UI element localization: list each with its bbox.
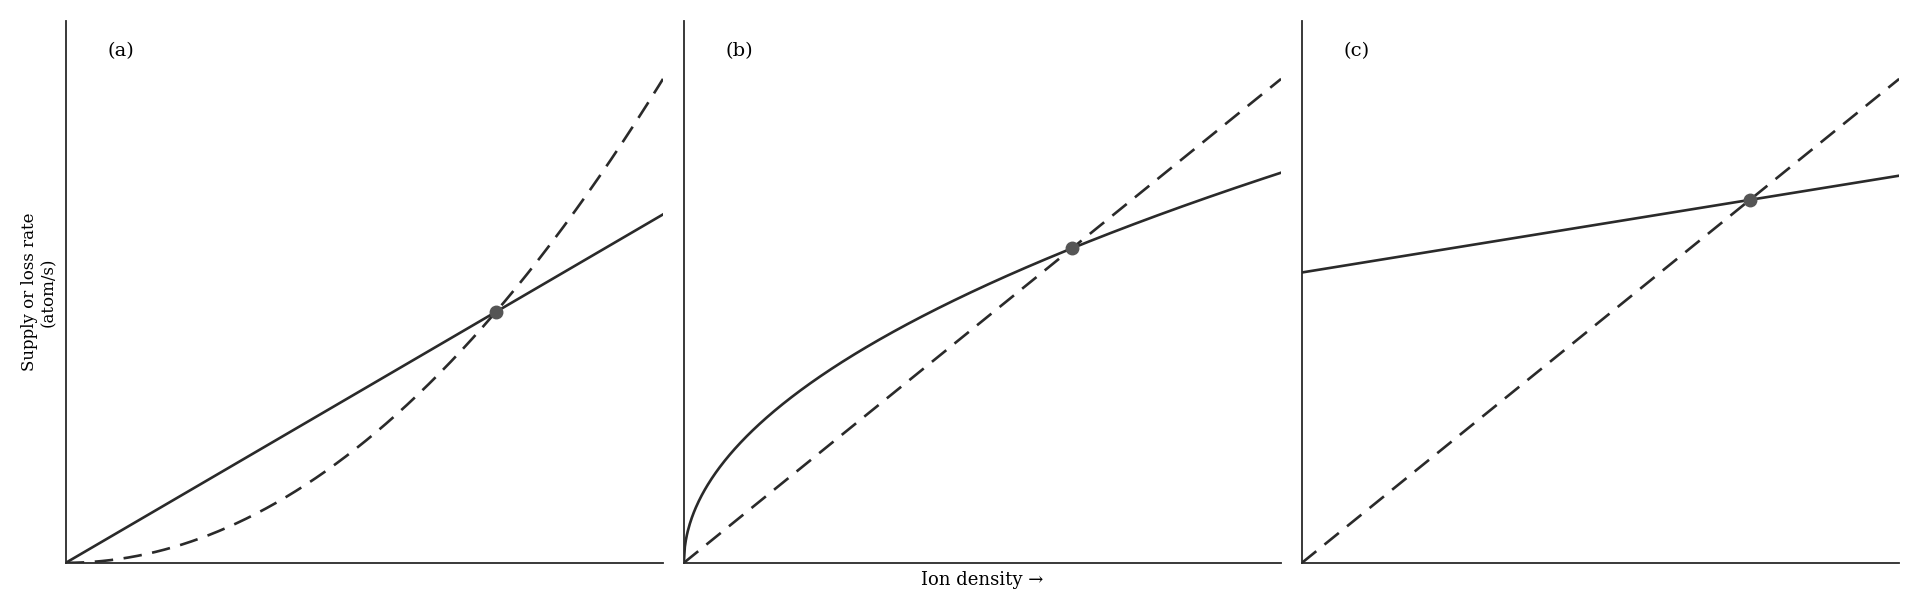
X-axis label: Ion density →: Ion density →: [922, 571, 1044, 589]
Text: (c): (c): [1344, 43, 1369, 60]
Y-axis label: Supply or loss rate
(atom/s): Supply or loss rate (atom/s): [21, 212, 58, 371]
Text: (b): (b): [726, 43, 753, 60]
Text: (a): (a): [108, 43, 134, 60]
